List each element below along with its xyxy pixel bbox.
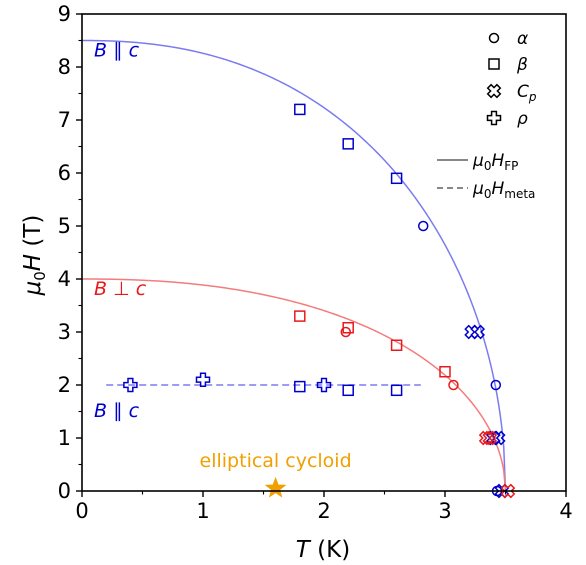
point-blue-circle bbox=[490, 379, 502, 391]
x-tick-label: 0 bbox=[75, 499, 88, 523]
annotation-b-parallel-c-top: B ∥ c bbox=[94, 39, 140, 61]
annotation-b-perp-c: B ⊥ c bbox=[94, 278, 147, 300]
point-red-circle bbox=[448, 379, 459, 391]
y-tick-label: 1 bbox=[58, 426, 71, 450]
curve-red-solid bbox=[82, 278, 507, 492]
annotation-b-parallel-c-bottom: B ∥ c bbox=[94, 400, 140, 422]
y-tick-label: 5 bbox=[58, 214, 71, 238]
point-blue-circle bbox=[417, 220, 429, 232]
point-red-xcross bbox=[482, 430, 498, 446]
x-tick-label: 3 bbox=[438, 499, 451, 523]
point-red-square bbox=[439, 366, 451, 378]
legend-marker-plus bbox=[486, 110, 502, 126]
legend-label-rho: ρ bbox=[517, 109, 528, 129]
curve-blue-solid bbox=[82, 39, 507, 492]
point-red-circle bbox=[340, 326, 352, 338]
point-blue-plus bbox=[123, 377, 138, 393]
y-axis-title: μ0H (T) bbox=[20, 215, 49, 297]
point-red-square bbox=[342, 322, 354, 334]
x-tick-label: 4 bbox=[559, 499, 572, 523]
y-tick-label: 4 bbox=[58, 267, 71, 291]
point-red-square bbox=[390, 339, 403, 351]
phase-boundary-curves bbox=[82, 39, 507, 492]
point-blue-xcross bbox=[470, 324, 486, 340]
point-blue-plus bbox=[195, 372, 211, 387]
legend-label-beta: β bbox=[516, 55, 528, 75]
y-tick-label: 0 bbox=[58, 479, 71, 503]
legend-marker-circle bbox=[488, 32, 500, 44]
y-tick-label: 9 bbox=[58, 2, 71, 26]
plot-frame bbox=[81, 13, 567, 492]
legend-label-alpha: α bbox=[517, 29, 528, 49]
y-tick-label: 2 bbox=[58, 373, 71, 397]
x-axis-title: T (K) bbox=[296, 537, 350, 563]
point-blue-plus bbox=[316, 377, 332, 393]
point-blue-xcross bbox=[486, 430, 501, 446]
legend-marker-square bbox=[488, 58, 500, 70]
data-points bbox=[123, 103, 516, 499]
legend-label-hfp: μ0HFP bbox=[472, 151, 518, 173]
legend-label-hmeta: μ0Hmeta bbox=[472, 179, 535, 201]
y-tick-label: 6 bbox=[58, 161, 71, 185]
point-blue-square bbox=[342, 138, 354, 150]
annotation-elliptical-cycloid: elliptical cycloid bbox=[200, 450, 352, 472]
x-tick-label: 1 bbox=[196, 499, 209, 523]
y-tick-label: 8 bbox=[58, 55, 71, 79]
point-blue-square bbox=[342, 384, 354, 397]
point-blue-square bbox=[294, 380, 306, 393]
legend: α β Cp ρ μ0HFP μ0Hmeta bbox=[437, 29, 537, 201]
y-tick-label: 3 bbox=[58, 320, 71, 344]
x-tick-label: 2 bbox=[317, 499, 330, 523]
axes: 0 1 2 3 4 0 1 2 3 4 5 6 7 8 9 bbox=[58, 2, 573, 523]
y-tick-label: 7 bbox=[58, 108, 71, 132]
legend-marker-xcross bbox=[486, 83, 502, 99]
point-blue-square bbox=[390, 172, 403, 185]
point-blue-square bbox=[390, 384, 403, 397]
point-blue-square bbox=[294, 103, 306, 116]
point-red-square bbox=[294, 310, 306, 322]
point-orange-star bbox=[264, 476, 287, 498]
legend-label-cp: Cp bbox=[517, 82, 537, 104]
point-blue-xcross bbox=[490, 430, 506, 446]
point-red-xcross bbox=[478, 430, 494, 446]
